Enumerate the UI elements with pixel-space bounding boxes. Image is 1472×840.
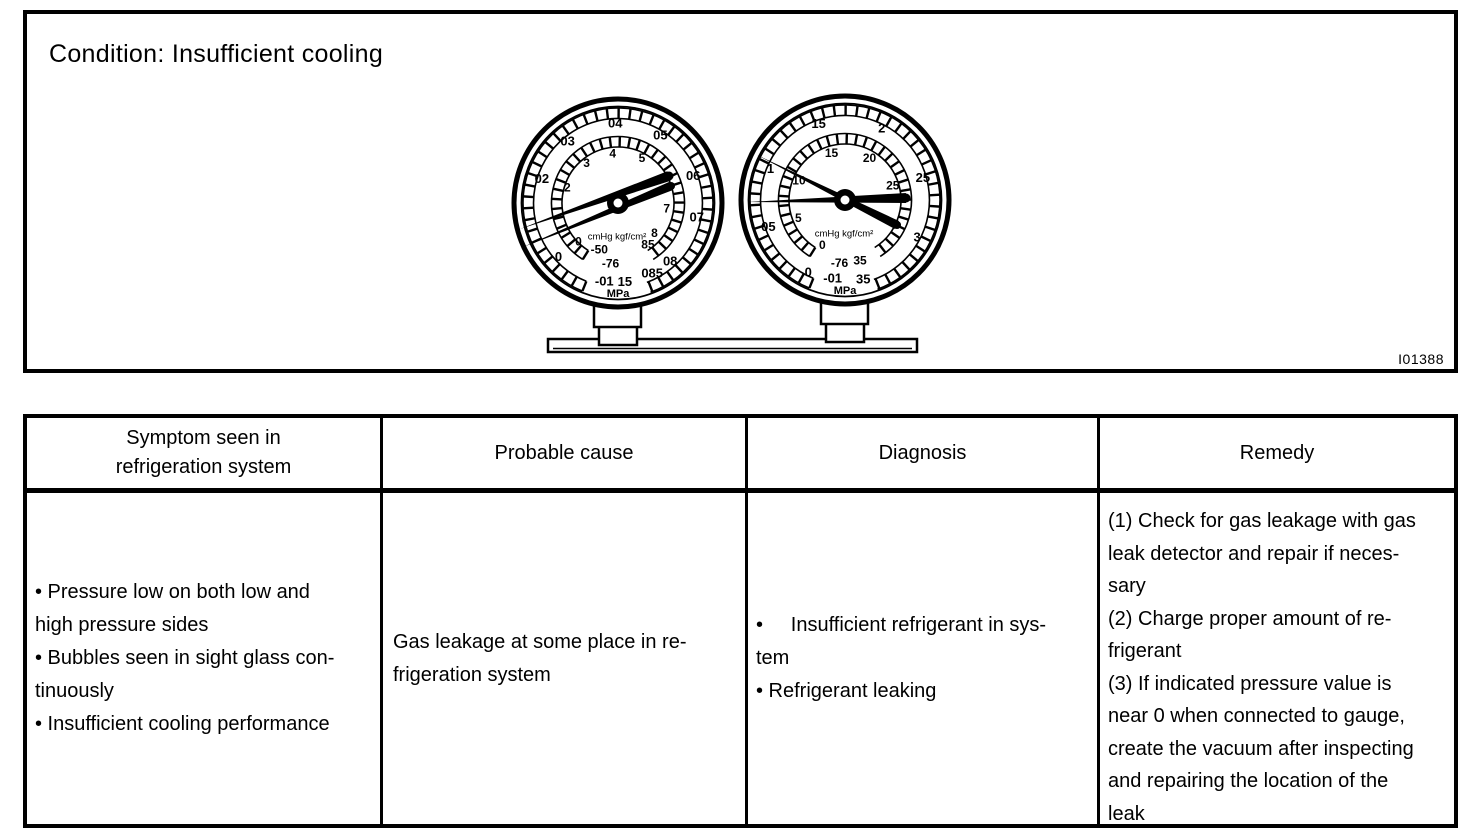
text-line: (3) If indicated pressure value is	[1108, 672, 1392, 695]
text-line: refrigeration system	[115, 456, 292, 478]
text-line: Probable cause	[494, 441, 634, 464]
inner-scale-label: 35	[853, 253, 867, 267]
inner-scale-label: -76	[831, 256, 849, 270]
column-divider-2	[745, 418, 748, 824]
outer-scale-label: -01	[823, 271, 842, 286]
text-line: leak detector and repair if neces-	[1108, 542, 1400, 565]
column-divider-3	[1097, 418, 1100, 824]
column-header-diagnosis: Diagnosis	[748, 418, 1097, 488]
text-line: tem	[756, 647, 790, 669]
inner-scale-label: 20	[863, 151, 877, 165]
outer-scale-label: 2	[878, 120, 885, 135]
outer-scale-label: 07	[690, 209, 704, 224]
text-line: Remedy	[1239, 441, 1315, 464]
inner-scale-label: -76	[602, 257, 620, 271]
outer-scale-label: 35	[856, 271, 870, 286]
gauge-unit-label: MPa	[834, 285, 858, 297]
text-line: (1) Check for gas leakage with gas	[1108, 510, 1416, 532]
outer-scale-label: 08	[663, 254, 677, 269]
column-divider-1	[380, 418, 383, 824]
cell-remedy: (1) Check for gas leakage with gas leak d…	[1100, 493, 1454, 825]
outer-scale-label: 0	[805, 265, 812, 280]
inner-scale-label: 3	[583, 156, 590, 170]
outer-scale-label: 03	[560, 133, 574, 148]
inner-scale-label: 85	[641, 237, 655, 251]
gauge-needle	[523, 181, 673, 247]
inner-scale-label: 25	[886, 179, 900, 193]
text-line: • Insufficient refrigerant in sys-	[756, 614, 1047, 636]
gauge-needle	[757, 155, 900, 230]
outer-scale-label: 25	[916, 170, 930, 185]
cell-probable-cause: Gas leakage at some place in re-frigerat…	[383, 493, 745, 824]
column-header-remedy: Remedy	[1100, 418, 1454, 488]
gauge-needle	[520, 171, 671, 229]
outer-scale-label: 04	[608, 116, 623, 131]
cell-symptom: • Pressure low on both low and high press…	[27, 493, 380, 824]
text-line: leak	[1108, 802, 1145, 825]
cell-diagnosis: • Insufficient refrigerant in sys-tem • R…	[748, 493, 1097, 824]
text-line: • Refrigerant leaking	[756, 680, 937, 702]
inner-scale-label: 0	[819, 238, 826, 252]
gauge-needle	[748, 193, 907, 203]
text-line: • Bubbles seen in sight glass con-	[35, 647, 335, 669]
text-line: frigerant	[1108, 640, 1182, 662]
text-line: • Pressure low on both low and	[35, 581, 310, 603]
text-line: frigeration system	[393, 663, 551, 686]
text-line: and repairing the location of the	[1108, 770, 1389, 792]
condition-title: Condition: Insufficient cooling	[49, 40, 384, 68]
inner-scale-label: 7	[663, 201, 670, 215]
outer-scale-label: 1	[767, 161, 774, 176]
inner-scale-label: 15	[825, 146, 839, 160]
inner-scale-label: 0	[575, 234, 582, 248]
inner-scale-label: 5	[795, 211, 802, 225]
troubleshooting-table: Symptom seen in refrigeration system Prob…	[23, 414, 1458, 828]
text-line: tinuously	[35, 680, 114, 702]
text-line: • Insufficient cooling performance	[35, 713, 330, 735]
outer-scale-label: 02	[535, 171, 549, 186]
outer-scale-label: 0	[555, 249, 562, 264]
gauge-unit-label: MPa	[607, 288, 631, 300]
text-line: create the vacuum after inspecting	[1108, 737, 1414, 760]
text-line: Symptom seen in	[126, 427, 281, 449]
figure-code: I01388	[1398, 351, 1444, 367]
outer-scale-label: -01	[595, 273, 614, 288]
inner-scale-label: 4	[609, 146, 616, 160]
inner-scale-label: 5	[639, 151, 646, 165]
header-separator	[27, 488, 1454, 493]
outer-scale-label: 085	[641, 266, 663, 281]
inner-scale-label: 2	[564, 181, 571, 195]
outer-scale-label: 15	[618, 274, 632, 289]
outer-scale-label: 06	[686, 168, 700, 183]
outer-scale-label: 3	[914, 229, 921, 244]
outer-scale-label: 15	[811, 116, 825, 131]
text-line: Diagnosis	[878, 441, 967, 464]
text-line: sary	[1108, 575, 1146, 597]
text-line: Gas leakage at some place in re-	[393, 630, 687, 653]
column-header-symptom: Symptom seen in refrigeration system	[27, 418, 380, 488]
text-line: near 0 when connected to gauge,	[1108, 705, 1405, 727]
outer-scale-label: 05	[653, 128, 667, 143]
inner-scale-label: -50	[591, 243, 609, 257]
inner-scale-label: 8	[651, 226, 658, 240]
text-line: (2) Charge proper amount of re-	[1108, 607, 1392, 630]
gauge-unit-inner-label: cmHg kgf/cm²	[588, 231, 647, 242]
column-header-probable-cause: Probable cause	[383, 418, 745, 488]
gauge-unit-inner-label: cmHg kgf/cm²	[815, 228, 874, 239]
outer-scale-label: 05	[761, 219, 775, 234]
text-line: high pressure sides	[35, 614, 209, 636]
